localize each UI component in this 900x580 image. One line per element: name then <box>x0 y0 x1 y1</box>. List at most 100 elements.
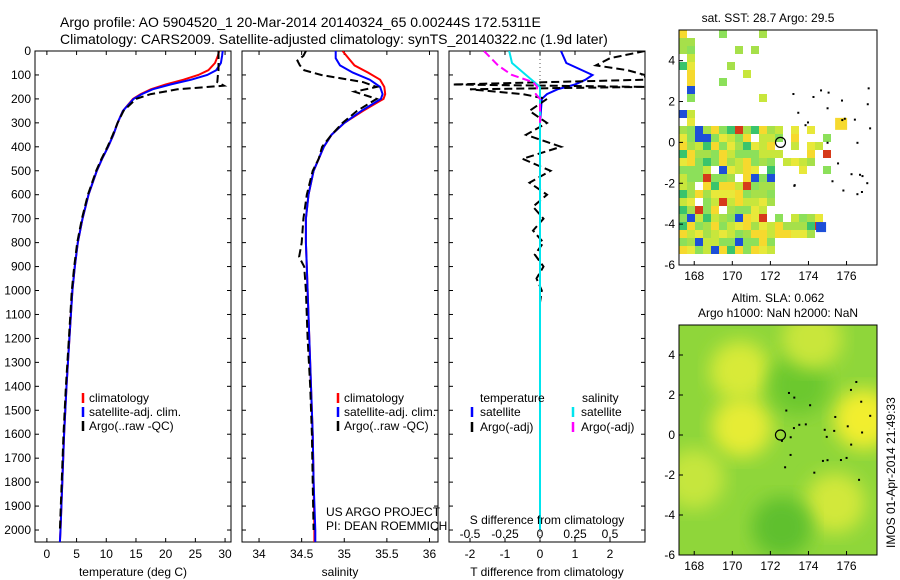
map-x-tick-label: 168 <box>684 559 704 573</box>
island-mark <box>825 435 828 438</box>
sst-cell <box>703 142 711 150</box>
sst-cell <box>711 126 719 134</box>
sst-cell <box>791 230 799 238</box>
sst-cell <box>711 246 719 254</box>
sst-cell <box>743 222 751 230</box>
argo-position-marker <box>774 136 787 148</box>
sst-cell <box>759 182 767 190</box>
sst-cell <box>759 30 767 38</box>
island-mark <box>841 119 844 122</box>
sst-cell <box>759 142 767 150</box>
y-tick-label: 700 <box>11 212 31 226</box>
y-tick-label: 1400 <box>4 379 31 393</box>
sst-cell <box>695 206 703 214</box>
sst-cell <box>687 158 695 166</box>
sst-cell <box>759 134 767 142</box>
sst-cell <box>679 206 687 214</box>
sst-cell <box>687 46 695 54</box>
sst-cell <box>767 182 775 190</box>
sst-cell <box>711 198 719 206</box>
sst-cell <box>743 206 751 214</box>
sst-cell <box>759 94 767 102</box>
sst-cell <box>815 142 823 150</box>
sst-cell <box>823 134 831 142</box>
sst-cell <box>743 174 751 182</box>
sst-cell <box>687 70 695 78</box>
annotation: US ARGO PROJECT <box>326 505 441 519</box>
sst-cell <box>727 230 735 238</box>
x-tick-label: 5 <box>73 547 80 561</box>
map-y-tick-label: -4 <box>664 508 675 522</box>
sla-anomaly <box>833 389 877 449</box>
imos-timestamp: IMOS 01-Apr-2014 21:49:33 <box>884 397 898 548</box>
sst-cell <box>719 166 727 174</box>
sst-cell <box>775 150 783 158</box>
x-top-tick-label: -0.25 <box>491 527 519 541</box>
series-line <box>508 51 541 530</box>
sst-cell <box>687 86 695 94</box>
map-x-tick-label: 168 <box>684 269 704 283</box>
sst-cell <box>703 134 711 142</box>
panel-temperature: 0100200300400500600700800900100011001200… <box>4 44 232 579</box>
island-mark <box>834 415 837 418</box>
sst-cell <box>679 126 687 134</box>
sst-cell <box>751 150 759 158</box>
island-mark <box>849 388 852 391</box>
island-mark <box>856 193 859 196</box>
sst-cell <box>719 150 727 158</box>
sst-cell <box>727 238 735 246</box>
sst-cell <box>767 198 775 206</box>
sst-cell <box>719 238 727 246</box>
sst-cell <box>711 142 719 150</box>
x-tick-label: 15 <box>129 547 143 561</box>
sst-cell <box>767 222 775 230</box>
sst-cell <box>735 206 743 214</box>
sst-cell <box>679 110 687 118</box>
sst-cell <box>743 190 751 198</box>
sst-cell <box>679 150 687 158</box>
sst-cell <box>751 158 759 166</box>
map-x-tick-label: 176 <box>837 269 857 283</box>
sst-cell <box>767 190 775 198</box>
island-mark <box>850 443 853 446</box>
y-tick-label: 2000 <box>4 523 31 537</box>
sst-cell <box>687 206 695 214</box>
sst-cell <box>679 238 687 246</box>
x-top-tick-label: 0.5 <box>602 527 619 541</box>
island-mark <box>842 189 845 192</box>
sst-cell <box>743 70 751 78</box>
sst-cell <box>751 174 759 182</box>
sst-cell <box>679 166 687 174</box>
legend-label: satellite-adj. clim. <box>89 405 181 419</box>
legend-title-salinity: salinity <box>582 391 619 405</box>
sla-anomaly <box>782 325 843 369</box>
sst-cell <box>727 182 735 190</box>
sst-cell <box>751 222 759 230</box>
sst-cell <box>775 126 783 134</box>
island-mark <box>813 471 816 474</box>
sst-cell <box>679 158 687 166</box>
sst-cell <box>835 117 848 130</box>
sst-map: 168 170 172 174 176 4 2 0 -2 -4 -6 <box>664 29 878 283</box>
sst-cell <box>759 198 767 206</box>
sst-cell <box>679 198 687 206</box>
sst-cell <box>703 246 711 254</box>
sst-cell <box>759 222 767 230</box>
series-line <box>58 51 224 542</box>
sst-cell <box>687 150 695 158</box>
sst-cell <box>815 214 823 222</box>
x-axis-label: T difference from climatology <box>470 565 624 579</box>
sst-cell <box>735 142 743 150</box>
sst-cell <box>687 246 695 254</box>
sst-cell <box>807 150 815 158</box>
y-tick-label: 0 <box>24 44 31 58</box>
sst-cell <box>727 198 735 206</box>
sst-cell <box>743 214 751 222</box>
map-x-tick-label: 170 <box>722 559 742 573</box>
island-mark <box>855 380 858 383</box>
sst-cell <box>799 166 807 174</box>
y-tick-label: 800 <box>11 236 31 250</box>
island-mark <box>789 436 792 439</box>
sst-cell <box>679 30 687 38</box>
